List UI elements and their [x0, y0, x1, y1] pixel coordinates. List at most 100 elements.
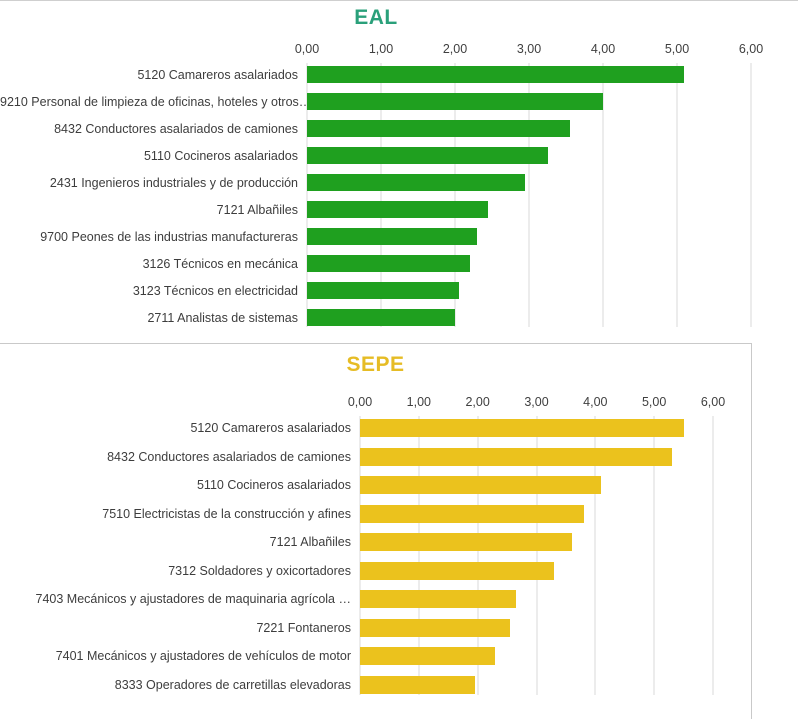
bar: [307, 147, 548, 164]
bar-rows-eal: 5120 Camareros asalariados 9210 Personal …: [0, 61, 752, 331]
plot-area-sepe: 5120 Camareros asalariados 8432 Conductor…: [0, 414, 751, 699]
chart-title-eal: EAL: [354, 6, 398, 29]
x-axis-tick-label: 0,00: [347, 395, 373, 409]
bar-chart-eal: 0,00 1,00 2,00 3,00 4,00 5,00 6,00 5120 Camare…: [0, 42, 763, 331]
x-axis-tick-label: 3,00: [524, 395, 549, 409]
gridline: [653, 416, 655, 695]
x-axis-tick-label: 2,00: [465, 395, 490, 409]
bar-row: 7312 Soldadores y oxicortadores: [0, 557, 751, 586]
bar-track: [307, 309, 751, 326]
bar-row: 8432 Conductores asalariados de camiones: [0, 443, 751, 472]
bar-track: [307, 201, 751, 218]
category-label: 5110 Cocineros asalariados: [196, 478, 351, 493]
bar-track: [307, 255, 751, 272]
bar-row: 7510 Electricistas de la construcción y …: [0, 500, 751, 529]
category-label: 9210 Personal de limpieza de oficinas, h…: [0, 94, 307, 109]
x-axis-sepe: 0,00 1,00 2,00 3,00 4,00 5,00 6,00: [348, 395, 725, 410]
bar-row: 3123 Técnicos en electricidad: [0, 277, 752, 304]
gridline: [536, 416, 537, 695]
gridline: [359, 416, 361, 695]
category-label: 7121 Albañiles: [269, 535, 351, 550]
bar-row: 7221 Fontaneros: [0, 614, 751, 643]
bar-row: 8333 Operadores de carretillas elevadora…: [0, 671, 751, 700]
gridlines-sepe: [359, 416, 714, 695]
gridline: [528, 63, 530, 327]
bar-track: [307, 282, 751, 299]
category-label: 9700 Peones de las industrias manufactur…: [40, 229, 298, 244]
gridline: [454, 63, 456, 327]
bar-row: 2711 Analistas de sistemas: [0, 304, 752, 331]
category-label: 7401 Mecánicos y ajustadores de vehículo…: [55, 649, 351, 664]
category-label: 7312 Soldadores y oxicortadores: [168, 563, 351, 578]
bar-row: 8432 Conductores asalariados de camiones: [0, 115, 752, 142]
bar-row: 7401 Mecánicos y ajustadores de vehículo…: [0, 642, 751, 671]
x-axis-tick-label: 3,00: [516, 42, 542, 56]
bar: [360, 504, 584, 523]
x-axis-eal: 0,00 1,00 2,00 3,00 4,00 5,00 6,00: [295, 42, 763, 57]
bar: [360, 561, 555, 580]
bar-track: [360, 675, 713, 694]
bar: [360, 618, 511, 637]
gridline: [602, 63, 604, 327]
bar: [360, 447, 672, 466]
category-label: 8432 Conductores asalariados de camiones: [107, 449, 351, 464]
bar: [307, 93, 603, 110]
x-axis-tick-label: 4,00: [583, 395, 608, 409]
chart-panel-sepe: SEPE 0,00 1,00 2,00 3,00 4,00 5,00 6,00 5120 C…: [0, 343, 752, 719]
category-label: 5120 Camareros asalariados: [137, 67, 298, 82]
bar-chart-sepe: 0,00 1,00 2,00 3,00 4,00 5,00 6,00 5120 Camare…: [0, 395, 751, 699]
x-axis-tick-label: 1,00: [406, 395, 431, 409]
x-axis-tick-label: 5,00: [641, 395, 667, 409]
gridline: [418, 416, 420, 695]
bar: [307, 66, 685, 83]
bar: [307, 120, 570, 137]
category-label: 2711 Analistas de sistemas: [147, 310, 298, 325]
gridline: [380, 63, 382, 327]
bar-track: [307, 228, 751, 245]
category-label: 5110 Cocineros asalariados: [143, 148, 298, 163]
gridline: [594, 416, 596, 695]
bar-track: [307, 66, 751, 83]
bar-track: [360, 618, 713, 637]
bar-row: 9210 Personal de limpieza de oficinas, h…: [0, 88, 752, 115]
category-label: 2431 Ingenieros industriales y de produc…: [49, 175, 298, 190]
gridline: [306, 63, 308, 327]
top-border-line: [0, 0, 798, 1]
bar: [360, 419, 684, 438]
bar-row: 5110 Cocineros asalariados: [0, 471, 751, 500]
bar-track: [360, 447, 713, 466]
bar: [307, 228, 478, 245]
bar: [360, 533, 572, 552]
gridline: [477, 416, 479, 695]
bar-row: 7121 Albañiles: [0, 528, 751, 557]
gridlines-eal: [306, 63, 752, 327]
bar-track: [360, 561, 713, 580]
category-label: 8333 Operadores de carretillas elevadora…: [114, 677, 351, 692]
bar-row: 9700 Peones de las industrias manufactur…: [0, 223, 752, 250]
category-label: 7510 Electricistas de la construcción y …: [102, 506, 351, 521]
bar: [307, 309, 455, 326]
bar-track: [360, 590, 713, 609]
category-label: 7403 Mecánicos y ajustadores de maquinar…: [35, 592, 351, 607]
bar-row: 7403 Mecánicos y ajustadores de maquinar…: [0, 585, 751, 614]
category-label: 8432 Conductores asalariados de camiones: [54, 121, 298, 136]
bar: [360, 590, 516, 609]
x-axis-tick-label: 6,00: [700, 395, 726, 409]
bar: [360, 476, 602, 495]
bar-track: [360, 533, 713, 552]
bar: [307, 282, 459, 299]
bar-track: [307, 120, 751, 137]
x-axis-tick-label: 5,00: [664, 42, 690, 56]
x-axis-tick-label: 6,00: [738, 42, 764, 56]
bar-row: 3126 Técnicos en mecánica: [0, 250, 752, 277]
category-label: 7121 Albañiles: [216, 202, 298, 217]
bar-row: 7121 Albañiles: [0, 196, 752, 223]
bar-row: 5110 Cocineros asalariados: [0, 142, 752, 169]
bar: [307, 255, 470, 272]
bar-track: [360, 647, 713, 666]
bar-track: [307, 93, 751, 110]
x-axis-tick-label: 4,00: [590, 42, 616, 56]
bar-rows-sepe: 5120 Camareros asalariados 8432 Conductor…: [0, 414, 751, 699]
bar-track: [360, 504, 713, 523]
